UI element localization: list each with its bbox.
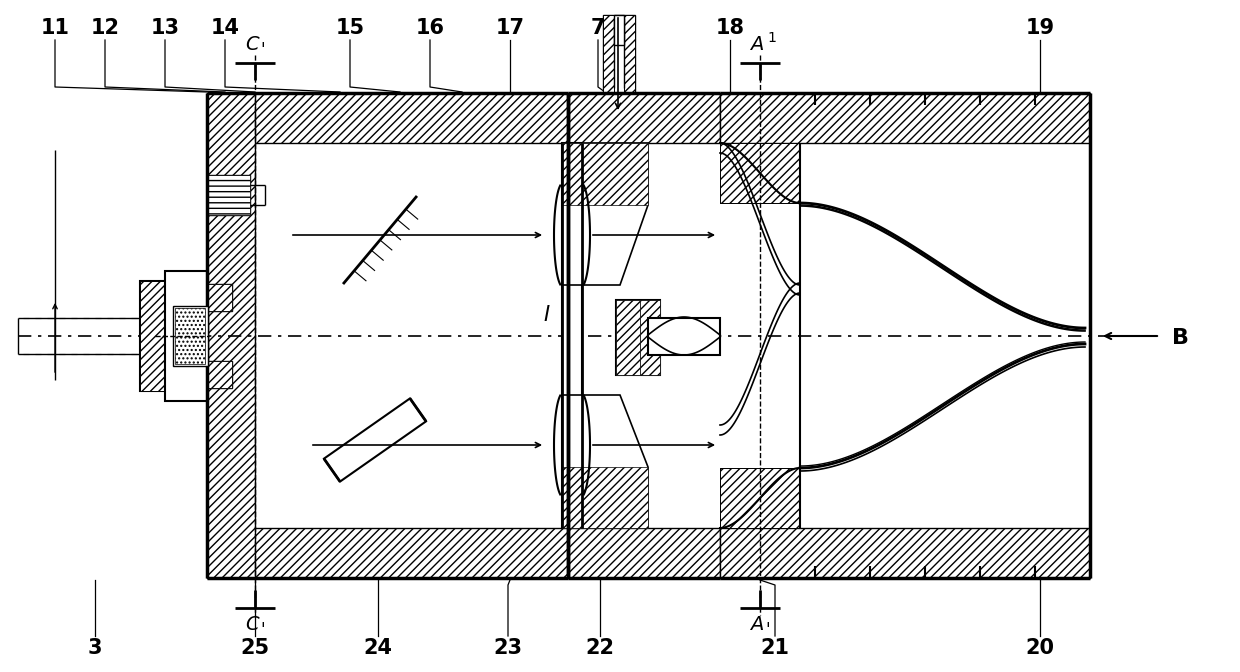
Bar: [174, 306, 208, 366]
Bar: [562, 467, 649, 528]
Bar: [140, 281, 175, 391]
Bar: [207, 93, 255, 578]
Bar: [568, 143, 720, 528]
Bar: [720, 143, 800, 203]
Bar: [603, 15, 614, 93]
Text: 3: 3: [88, 638, 102, 658]
Text: 16: 16: [415, 18, 444, 38]
Bar: [208, 361, 232, 388]
Text: 24: 24: [363, 638, 393, 658]
Bar: [720, 143, 800, 203]
Text: 1: 1: [768, 31, 776, 45]
Bar: [720, 143, 1090, 528]
Bar: [165, 296, 208, 376]
Text: A: A: [750, 616, 764, 634]
Bar: [624, 15, 635, 93]
Text: A: A: [750, 36, 764, 54]
Bar: [562, 143, 582, 528]
Bar: [175, 308, 205, 364]
Polygon shape: [140, 318, 160, 354]
Polygon shape: [324, 398, 427, 482]
Bar: [720, 528, 1090, 578]
Bar: [208, 175, 250, 215]
Bar: [208, 284, 232, 311]
Text: 19: 19: [1025, 18, 1054, 38]
Text: 18: 18: [715, 18, 744, 38]
Bar: [562, 143, 649, 205]
Text: 22: 22: [585, 638, 615, 658]
Bar: [208, 284, 232, 311]
Bar: [616, 300, 640, 375]
Polygon shape: [562, 395, 649, 528]
Bar: [255, 143, 568, 528]
Bar: [720, 468, 800, 528]
Text: ': ': [260, 41, 265, 59]
Text: ': ': [765, 621, 770, 639]
Bar: [165, 271, 208, 401]
Bar: [568, 528, 720, 578]
Bar: [568, 93, 720, 143]
Text: 15: 15: [336, 18, 365, 38]
Bar: [603, 15, 635, 93]
Polygon shape: [562, 143, 649, 285]
Text: 25: 25: [241, 638, 269, 658]
Text: 17: 17: [496, 18, 525, 38]
Text: 20: 20: [1025, 638, 1054, 658]
Bar: [616, 300, 660, 375]
Bar: [207, 528, 568, 578]
Bar: [208, 175, 250, 215]
Text: I: I: [543, 305, 549, 325]
Text: 7: 7: [590, 18, 605, 38]
Bar: [720, 93, 1090, 143]
Text: C: C: [246, 616, 259, 634]
Text: C: C: [246, 36, 259, 54]
Bar: [640, 300, 660, 375]
Text: 13: 13: [150, 18, 180, 38]
Text: ': ': [260, 621, 265, 639]
Text: 12: 12: [91, 18, 119, 38]
Bar: [207, 93, 568, 143]
Text: 11: 11: [41, 18, 69, 38]
Text: 14: 14: [211, 18, 239, 38]
Bar: [614, 15, 624, 45]
Bar: [720, 468, 800, 528]
Bar: [208, 361, 232, 388]
Bar: [140, 281, 165, 391]
Text: 23: 23: [494, 638, 522, 658]
Bar: [649, 318, 720, 355]
Text: 21: 21: [760, 638, 790, 658]
Text: B: B: [1172, 328, 1188, 348]
